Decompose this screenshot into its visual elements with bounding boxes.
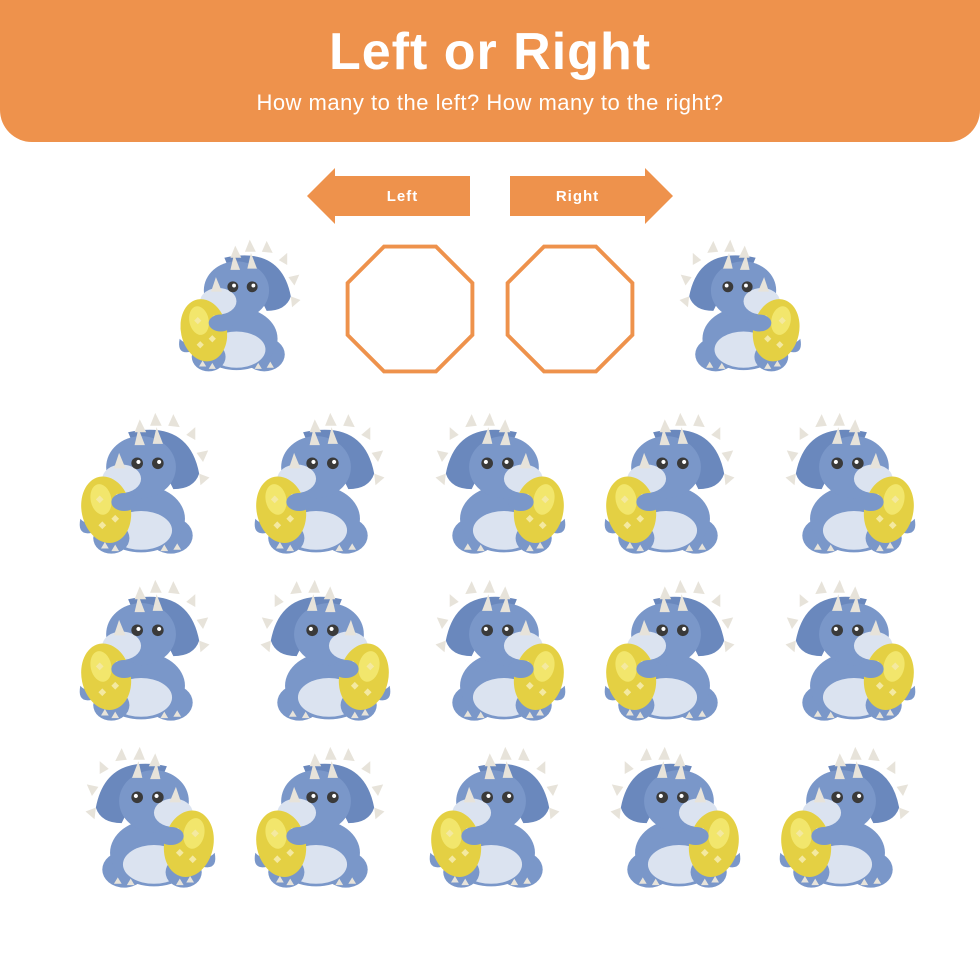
example-dino-left (170, 236, 315, 381)
page-title: Left or Right (0, 22, 980, 82)
example-row (0, 236, 980, 381)
left-arrow: Left (307, 168, 470, 224)
grid-dino-left (70, 576, 225, 731)
dino-grid (0, 381, 980, 898)
page-subtitle: How many to the left? How many to the ri… (0, 90, 980, 116)
grid-dino-left (770, 743, 925, 898)
grid-dino-left (70, 409, 225, 564)
example-dino-right (665, 236, 810, 381)
right-arrow: Right (510, 168, 673, 224)
grid-dino-right (420, 576, 575, 731)
left-arrow-label: Left (387, 188, 419, 205)
arrow-left-body: Left (335, 176, 470, 216)
direction-arrows: Left Right (0, 168, 980, 224)
grid-dino-right (770, 576, 925, 731)
arrow-right-body: Right (510, 176, 645, 216)
grid-dino-right (245, 576, 400, 731)
grid-dino-left (420, 743, 575, 898)
grid-dino-left (595, 409, 750, 564)
grid-dino-left (245, 409, 400, 564)
grid-dino-right (420, 409, 575, 564)
grid-dino-right (770, 409, 925, 564)
grid-dino-right (595, 743, 750, 898)
arrow-left-head (307, 168, 335, 224)
answer-box-left[interactable] (345, 244, 475, 374)
arrow-right-head (645, 168, 673, 224)
worksheet-header: Left or Right How many to the left? How … (0, 0, 980, 142)
grid-dino-left (595, 576, 750, 731)
right-arrow-label: Right (556, 188, 599, 205)
grid-dino-left (245, 743, 400, 898)
grid-dino-right (70, 743, 225, 898)
answer-box-right[interactable] (505, 244, 635, 374)
